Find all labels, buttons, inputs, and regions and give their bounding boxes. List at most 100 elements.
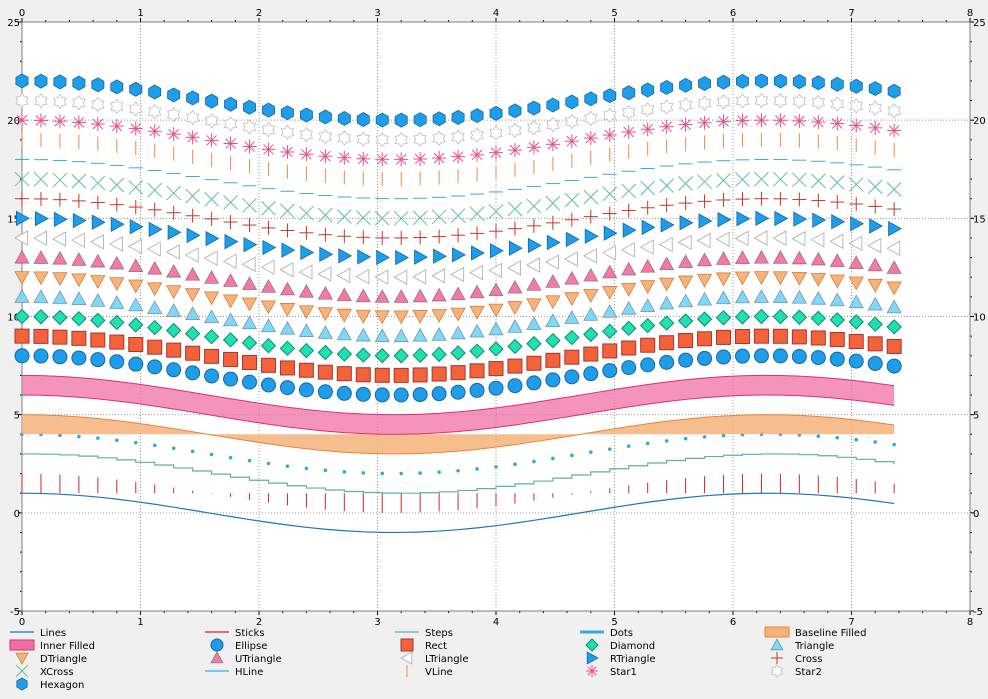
dot-marker bbox=[873, 440, 877, 444]
legend-item-triangle: Triangle bbox=[770, 638, 834, 652]
dot-marker bbox=[171, 446, 176, 451]
triangle-marker bbox=[677, 293, 694, 308]
rtriangle-marker bbox=[34, 210, 49, 227]
rtriangle-marker bbox=[471, 245, 485, 261]
star2-marker bbox=[72, 95, 86, 111]
series-cross bbox=[15, 191, 902, 245]
xcross-marker bbox=[754, 171, 769, 187]
dot-marker bbox=[494, 464, 498, 469]
rect-marker bbox=[450, 365, 466, 381]
star1-marker bbox=[187, 131, 198, 143]
triangle-marker bbox=[203, 309, 220, 324]
ellipse-marker bbox=[564, 369, 580, 385]
rtriangle-marker bbox=[395, 249, 410, 266]
legend-item-cross: Cross bbox=[771, 652, 822, 665]
diamond-marker bbox=[317, 344, 334, 361]
utriangle-marker bbox=[33, 250, 49, 264]
utriangle-marker bbox=[109, 255, 125, 270]
hexagon-marker bbox=[489, 105, 503, 121]
dtriangle-marker bbox=[431, 309, 447, 323]
star1-marker bbox=[471, 149, 483, 161]
ltriangle-marker bbox=[564, 251, 578, 267]
utriangle-marker bbox=[241, 276, 258, 290]
utriangle-marker bbox=[545, 273, 561, 288]
star2-marker bbox=[792, 93, 807, 109]
dot-marker bbox=[835, 435, 840, 440]
ltriangle-marker bbox=[90, 234, 104, 250]
xcross-marker bbox=[507, 201, 523, 217]
series-rect bbox=[14, 328, 902, 383]
rtriangle-marker bbox=[433, 248, 447, 264]
rect-marker bbox=[147, 339, 163, 355]
rtriangle-marker bbox=[565, 231, 580, 248]
rtriangle-marker bbox=[793, 211, 808, 227]
diamond-marker bbox=[241, 335, 258, 351]
rtriangle-marker bbox=[831, 214, 846, 230]
legend-label: Triangle bbox=[794, 641, 834, 652]
legend-item-hexagon: Hexagon bbox=[16, 677, 84, 691]
hexagon-marker bbox=[849, 78, 863, 94]
utriangle-marker bbox=[374, 288, 390, 303]
series-rtriangle bbox=[15, 210, 902, 266]
rect-marker bbox=[640, 337, 656, 353]
star2-marker bbox=[280, 124, 295, 141]
hexagon-marker bbox=[129, 81, 143, 97]
rtriangle-marker bbox=[129, 219, 144, 235]
rtriangle-marker bbox=[414, 249, 428, 265]
diamond-marker bbox=[298, 342, 315, 359]
rtriangle-marker bbox=[869, 218, 884, 234]
ellipse-marker bbox=[374, 387, 390, 403]
star1-marker bbox=[528, 142, 540, 153]
triangle-marker bbox=[222, 312, 239, 327]
star2-marker bbox=[584, 110, 598, 127]
star2-marker bbox=[129, 101, 143, 117]
triangle-marker bbox=[33, 289, 49, 304]
rect-marker bbox=[223, 351, 239, 367]
diamond-marker bbox=[374, 347, 390, 364]
legend-label: Inner Filled bbox=[40, 641, 95, 652]
dtriangle-marker bbox=[412, 310, 428, 324]
ellipse-marker bbox=[734, 348, 750, 364]
triangle-marker bbox=[564, 310, 580, 324]
triangle-marker bbox=[166, 303, 182, 317]
rect-marker bbox=[829, 332, 845, 348]
rect-marker bbox=[753, 328, 769, 344]
rtriangle-marker bbox=[774, 210, 789, 227]
star1-marker bbox=[604, 129, 616, 141]
hexagon-marker bbox=[470, 108, 484, 124]
dtriangle-marker bbox=[507, 301, 523, 315]
dtriangle-marker bbox=[715, 272, 732, 287]
ellipse-marker bbox=[412, 387, 428, 403]
utriangle-marker bbox=[90, 253, 106, 268]
rect-marker bbox=[33, 328, 49, 344]
triangle-marker bbox=[469, 323, 485, 338]
xcross-marker bbox=[318, 207, 333, 223]
hexagon-marker bbox=[584, 91, 598, 107]
ltriangle-marker bbox=[108, 236, 123, 252]
dot-marker bbox=[513, 462, 517, 467]
diamond-marker bbox=[564, 329, 580, 346]
ltriangle-marker bbox=[545, 254, 559, 270]
triangle-marker bbox=[886, 299, 902, 314]
rect-marker bbox=[52, 329, 68, 345]
star2-marker bbox=[223, 116, 238, 132]
hexagon-marker bbox=[72, 75, 86, 91]
utriangle-marker bbox=[450, 286, 466, 301]
xcross-marker bbox=[204, 191, 219, 207]
star1-marker bbox=[111, 120, 123, 132]
rtriangle-marker bbox=[717, 211, 732, 228]
hexagon-marker bbox=[224, 96, 238, 112]
utriangle-marker bbox=[810, 251, 826, 266]
legend-label: Star2 bbox=[795, 667, 822, 678]
dot-marker bbox=[532, 459, 536, 464]
star2-marker bbox=[261, 122, 276, 138]
triangle-marker bbox=[810, 290, 826, 305]
rtriangle-marker bbox=[888, 220, 902, 237]
dtriangle-marker bbox=[15, 652, 29, 665]
rtriangle-marker bbox=[527, 237, 542, 254]
ltriangle-marker bbox=[127, 238, 142, 255]
xcross-marker bbox=[488, 204, 504, 219]
x-tick-label-top: 4 bbox=[493, 8, 499, 19]
utriangle-marker bbox=[128, 258, 144, 272]
ellipse-marker bbox=[697, 350, 713, 366]
